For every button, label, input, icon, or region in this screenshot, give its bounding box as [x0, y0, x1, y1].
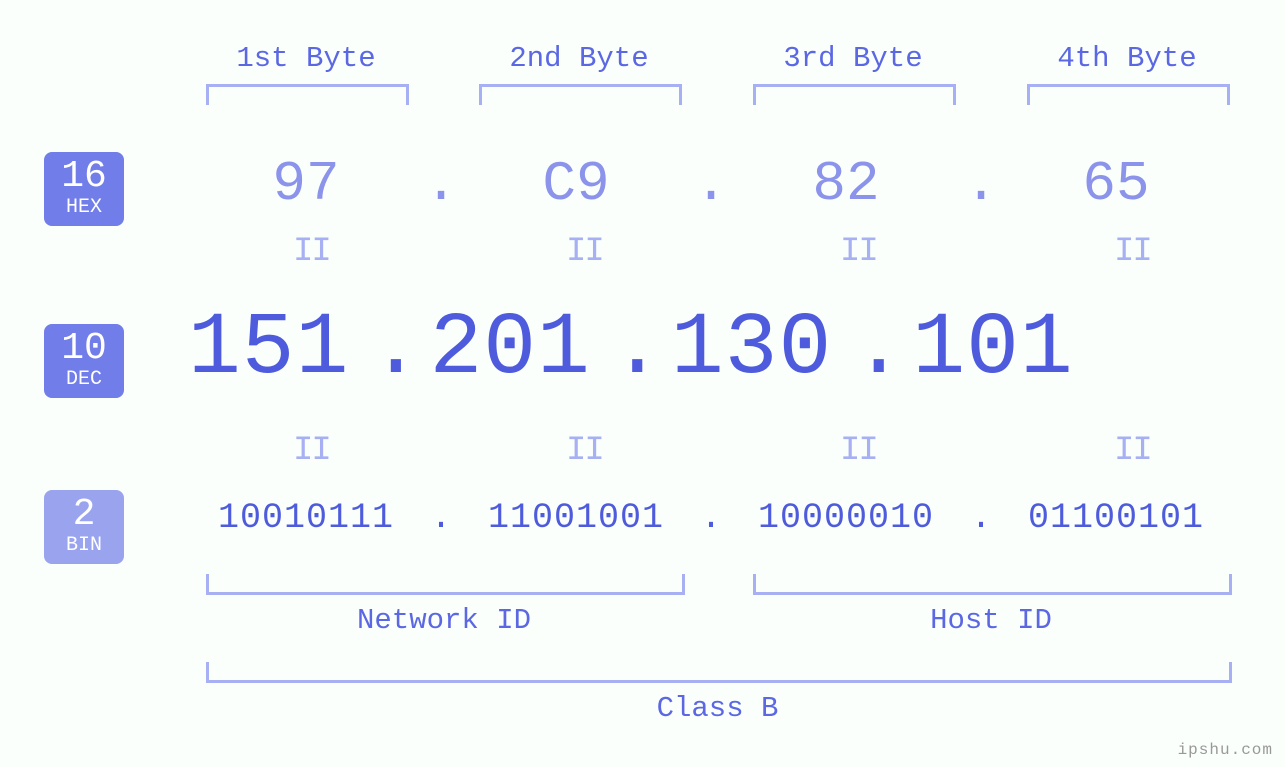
byte-label-3: 3rd Byte: [753, 42, 953, 75]
dot-icon: .: [591, 300, 671, 399]
dec-byte-2: 201: [429, 300, 590, 399]
equals-icon: II: [293, 233, 330, 271]
label-class: Class B: [206, 692, 1229, 725]
bin-byte-3: 10000010: [736, 498, 956, 538]
label-network-id: Network ID: [206, 604, 682, 637]
bin-byte-1: 10010111: [196, 498, 416, 538]
hex-byte-1: 97: [196, 152, 416, 216]
dot-icon: .: [686, 498, 736, 538]
dec-byte-3: 130: [671, 300, 832, 399]
row-bin: 10010111 . 11001001 . 10000010 . 0110010…: [196, 498, 1226, 538]
legend-dec-name: DEC: [44, 370, 124, 390]
byte-label-1: 1st Byte: [206, 42, 406, 75]
equals-icon: II: [1114, 432, 1151, 470]
equals-icon: II: [566, 233, 603, 271]
bracket-top-4: [1027, 84, 1230, 105]
equals-icon: II: [293, 432, 330, 470]
legend-dec-number: 10: [44, 330, 124, 368]
dot-icon: .: [686, 152, 736, 216]
dot-icon: .: [956, 498, 1006, 538]
bin-byte-2: 11001001: [466, 498, 686, 538]
equals-icon: II: [1114, 233, 1151, 271]
dot-icon: .: [416, 498, 466, 538]
bracket-class: [206, 662, 1232, 683]
dot-icon: .: [416, 152, 466, 216]
dot-icon: .: [956, 152, 1006, 216]
dec-byte-1: 151: [188, 300, 349, 399]
legend-bin-number: 2: [44, 496, 124, 534]
row-dec: 151 . 201 . 130 . 101: [188, 300, 1074, 399]
dec-byte-4: 101: [912, 300, 1073, 399]
legend-dec: 10 DEC: [44, 324, 124, 398]
dot-icon: .: [832, 300, 912, 399]
bracket-host-id: [753, 574, 1232, 595]
bin-byte-4: 01100101: [1006, 498, 1226, 538]
legend-bin: 2 BIN: [44, 490, 124, 564]
equals-icon: II: [840, 432, 877, 470]
bracket-top-3: [753, 84, 956, 105]
row-hex: 97 . C9 . 82 . 65: [196, 152, 1226, 216]
dot-icon: .: [349, 300, 429, 399]
equals-icon: II: [840, 233, 877, 271]
label-host-id: Host ID: [753, 604, 1229, 637]
hex-byte-4: 65: [1006, 152, 1226, 216]
legend-hex: 16 HEX: [44, 152, 124, 226]
legend-hex-name: HEX: [44, 198, 124, 218]
legend-bin-name: BIN: [44, 536, 124, 556]
bracket-top-1: [206, 84, 409, 105]
bracket-network-id: [206, 574, 685, 595]
watermark: ipshu.com: [1178, 741, 1273, 759]
equals-icon: II: [566, 432, 603, 470]
hex-byte-2: C9: [466, 152, 686, 216]
byte-label-2: 2nd Byte: [479, 42, 679, 75]
bracket-top-2: [479, 84, 682, 105]
hex-byte-3: 82: [736, 152, 956, 216]
byte-label-4: 4th Byte: [1027, 42, 1227, 75]
legend-hex-number: 16: [44, 158, 124, 196]
